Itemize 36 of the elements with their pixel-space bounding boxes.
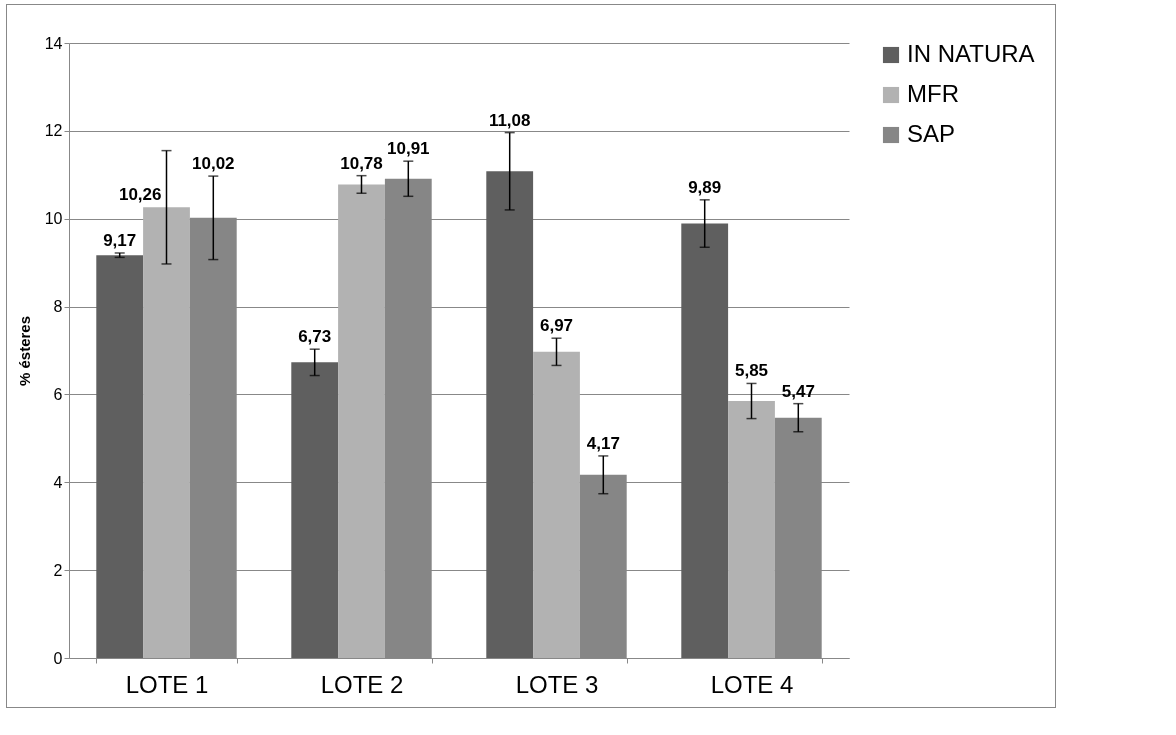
bar [338,184,385,658]
bar [681,223,729,658]
data-label: 10,02 [192,154,235,174]
data-label: 6,97 [539,316,574,336]
data-label: 10,91 [387,139,430,159]
y-tick-label: 4 [53,473,63,491]
x-tick-label: LOTE 4 [710,670,794,698]
data-label: 10,26 [118,185,162,205]
data-label: 5,85 [734,361,769,381]
data-label: 11,08 [488,110,531,130]
x-tick-label: LOTE 3 [515,670,599,698]
y-tick-label: 0 [53,649,63,667]
bar [533,351,580,658]
bar [486,171,534,658]
data-label: 9,89 [688,177,722,197]
y-tick-label: 12 [44,122,63,140]
data-label: 5,47 [781,381,815,401]
data-label: 9,17 [103,230,137,250]
legend-label: IN NATURA [907,40,1035,67]
legend-label: SAP [907,120,956,147]
bar [143,207,190,658]
y-tick-label: 10 [44,210,63,228]
bar [728,401,775,658]
legend-label: MFR [907,80,959,107]
x-tick-label: LOTE 1 [125,670,209,698]
x-tick-label: LOTE 2 [320,670,404,698]
data-label: 6,73 [298,327,332,347]
data-label: 10,78 [340,153,383,173]
y-tick-label: 14 [44,34,63,52]
bar [96,255,144,658]
bar [291,362,339,658]
y-axis-title: % ésteres [15,315,33,387]
y-tick-label: 8 [53,298,63,316]
data-label: 4,17 [586,433,620,453]
y-tick-label: 6 [53,385,63,403]
y-tick-label: 2 [53,561,63,579]
